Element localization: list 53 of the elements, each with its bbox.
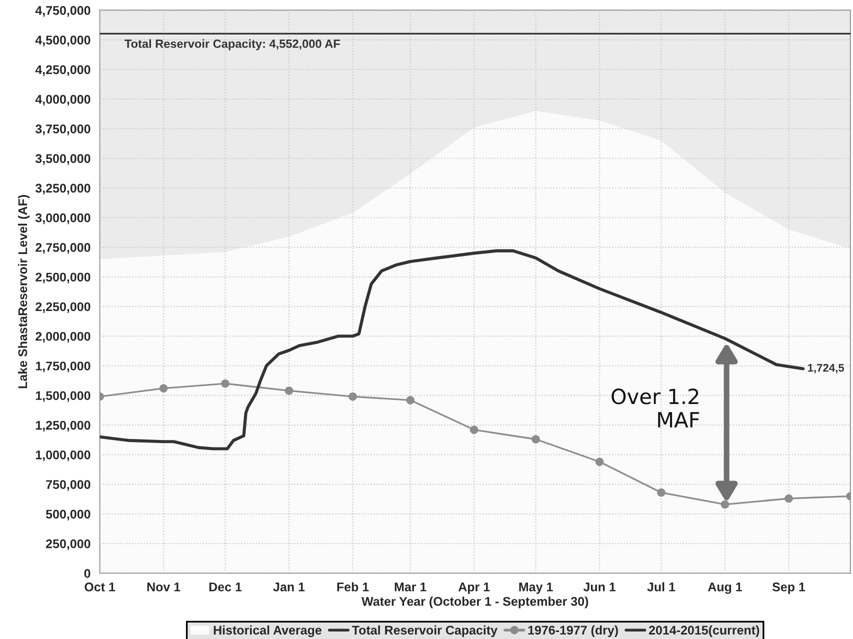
point (406, 396, 415, 404)
annotation: Over 1.2 MAF (612, 388, 700, 428)
y-tick-label: 750,000 (46, 480, 90, 491)
y-tick-label: 1,500,000 (36, 391, 90, 402)
legend-label: Total Reservoir Capacity (352, 625, 498, 638)
point (595, 458, 604, 466)
y-tick-label: 3,250,000 (35, 184, 90, 194)
y-tick-label: 0 (84, 568, 90, 578)
point (348, 392, 357, 401)
legend-label: Historical Average (214, 625, 322, 638)
y-tick-label: 1,250,000 (36, 420, 90, 432)
x-tick-label: Mar 1 (394, 582, 426, 592)
point (657, 488, 666, 497)
y-tick-label: 3,500,000 (35, 154, 90, 165)
point (720, 500, 730, 509)
x-tick-label: Jun 1 (583, 582, 616, 592)
y-tick-label: 4,500,000 (35, 36, 90, 46)
y-tick-label: 250,000 (46, 539, 90, 550)
y-tick-label: 2,250,000 (36, 302, 90, 313)
annotation: Total Reservoir Capacity: 4,552,000 AF (124, 39, 340, 50)
y-tick-label: 2,000,000 (36, 332, 90, 343)
point (784, 494, 793, 503)
y-tick-label: 3,000,000 (35, 213, 90, 224)
y-tick-label: 1,000,000 (36, 450, 90, 462)
x-tick-label: Dec 1 (209, 582, 242, 592)
point (284, 386, 294, 395)
x-tick-label: Aug 1 (708, 582, 742, 594)
y-tick-label: 1,750,000 (36, 362, 90, 372)
x-tick-label: Jul 1 (647, 582, 676, 592)
x-tick-label: Oct 1 (84, 582, 116, 592)
x-tick-label: Apr 1 (458, 582, 490, 594)
point (159, 384, 168, 392)
legend-label: 1976-1977 (dry) (528, 625, 618, 638)
x-tick-label: Nov 1 (147, 582, 180, 592)
point (532, 435, 540, 444)
y-tick-label: 4,000,000 (35, 94, 90, 106)
y-axis-title: Lake ShastaReservoir Level (AF) (18, 195, 30, 388)
y-tick-label: 4,750,000 (35, 6, 90, 17)
x-axis-title: Water Year (October 1 - September 30) (362, 596, 588, 608)
y-tick-label: 4,250,000 (35, 65, 90, 76)
legend-label: 2014-2015(current) (648, 625, 760, 638)
y-tick-label: 3,750,000 (35, 124, 90, 136)
y-tick-label: 2,750,000 (36, 243, 90, 254)
point (221, 379, 230, 388)
line-series (100, 249, 805, 450)
x-tick-label: May 1 (519, 582, 553, 594)
y-tick-label: 2,500,000 (36, 272, 90, 284)
point (470, 426, 478, 434)
x-tick-label: Sep 1 (772, 582, 806, 594)
annotation: 1,724,5 (808, 364, 844, 374)
x-tick-label: Jan 1 (273, 582, 305, 592)
x-tick-label: Feb 1 (337, 582, 369, 592)
y-tick-label: 500,000 (46, 510, 90, 520)
